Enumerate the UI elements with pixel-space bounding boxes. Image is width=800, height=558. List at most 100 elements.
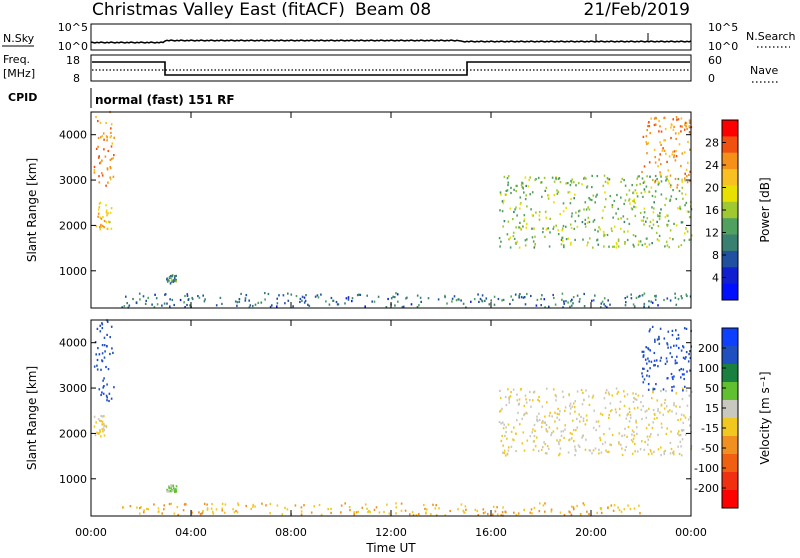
data-cell (538, 418, 541, 422)
data-cell (645, 135, 648, 138)
data-cell (665, 432, 668, 435)
data-cell (643, 180, 646, 183)
data-cell (211, 510, 214, 513)
data-cell (513, 188, 515, 191)
data-cell (168, 489, 170, 492)
data-cell (685, 293, 688, 296)
data-cell (538, 218, 541, 221)
data-cell (99, 419, 101, 422)
data-cell (636, 406, 639, 409)
data-cell (603, 234, 605, 238)
data-cell (688, 424, 691, 427)
data-cell (672, 118, 674, 121)
data-cell (416, 294, 419, 297)
data-cell (681, 398, 684, 401)
data-cell (516, 393, 518, 396)
data-cell (383, 510, 385, 514)
data-cell (689, 170, 691, 173)
data-cell (623, 230, 625, 233)
data-cell (686, 175, 688, 178)
data-cell (512, 218, 514, 221)
data-cell (482, 508, 485, 511)
data-cell (109, 211, 112, 214)
data-cell (506, 233, 509, 236)
data-cell (109, 176, 111, 179)
date-label: 21/Feb/2019 (584, 0, 690, 20)
data-cell (97, 208, 100, 211)
data-cell (547, 197, 550, 200)
data-cell (395, 292, 397, 295)
data-cell (522, 431, 525, 434)
data-cell (481, 294, 484, 297)
data-cell (395, 512, 397, 515)
data-cell (633, 245, 635, 248)
data-cell (138, 292, 141, 295)
data-cell (618, 407, 621, 410)
data-cell (682, 421, 685, 424)
data-cell (670, 195, 673, 198)
data-cell (537, 176, 540, 179)
data-cell (626, 217, 629, 221)
data-cell (636, 432, 638, 435)
colorbar-swatch (722, 454, 738, 473)
data-cell (519, 423, 521, 426)
data-cell (531, 431, 533, 434)
data-cell (585, 177, 587, 180)
data-cell (96, 327, 99, 330)
data-cell (632, 440, 634, 443)
data-cell (679, 205, 681, 208)
data-cell (553, 180, 556, 183)
data-cell (575, 184, 577, 187)
data-cell (676, 118, 678, 121)
data-cell (564, 406, 567, 409)
data-cell (171, 279, 174, 282)
data-cell (666, 178, 668, 181)
data-cell (680, 413, 683, 416)
data-cell (592, 449, 595, 452)
data-cell (586, 221, 589, 224)
data-cell (584, 201, 587, 204)
data-cell (557, 190, 560, 193)
data-cell (518, 398, 521, 401)
data-cell (168, 486, 171, 489)
data-cell (163, 508, 165, 511)
data-cell (569, 184, 572, 187)
data-cell (521, 181, 523, 184)
data-cell (570, 513, 573, 516)
data-cell (508, 446, 510, 449)
data-cell (102, 415, 104, 418)
data-cell (684, 179, 686, 182)
data-cell (648, 243, 651, 246)
data-cell (666, 297, 669, 300)
data-cell (550, 508, 553, 511)
data-cell (170, 489, 172, 493)
data-cell (649, 328, 651, 331)
nsearch-tick-bottom: 10^0 (708, 40, 738, 53)
data-cell (100, 223, 102, 226)
colorbar-swatch (722, 267, 738, 285)
data-cell (529, 435, 532, 438)
data-cell (682, 197, 684, 200)
data-cell (529, 390, 531, 394)
data-cell (199, 513, 202, 516)
data-cell (545, 216, 547, 219)
data-cell (146, 507, 148, 510)
data-cell (121, 306, 123, 309)
data-cell (568, 393, 570, 396)
data-cell (565, 238, 568, 241)
data-cell (515, 514, 518, 517)
data-cell (101, 428, 104, 431)
data-cell (516, 184, 518, 187)
data-cell (685, 122, 688, 125)
data-cell (211, 503, 213, 506)
data-cell (103, 138, 105, 141)
data-cell (533, 390, 536, 393)
data-cell (316, 294, 319, 297)
data-cell (660, 446, 662, 449)
data-cell (677, 298, 680, 301)
data-cell (525, 401, 528, 404)
data-cell (599, 439, 602, 442)
data-cell (549, 231, 551, 234)
data-cell (460, 503, 463, 506)
data-cell (582, 391, 584, 394)
